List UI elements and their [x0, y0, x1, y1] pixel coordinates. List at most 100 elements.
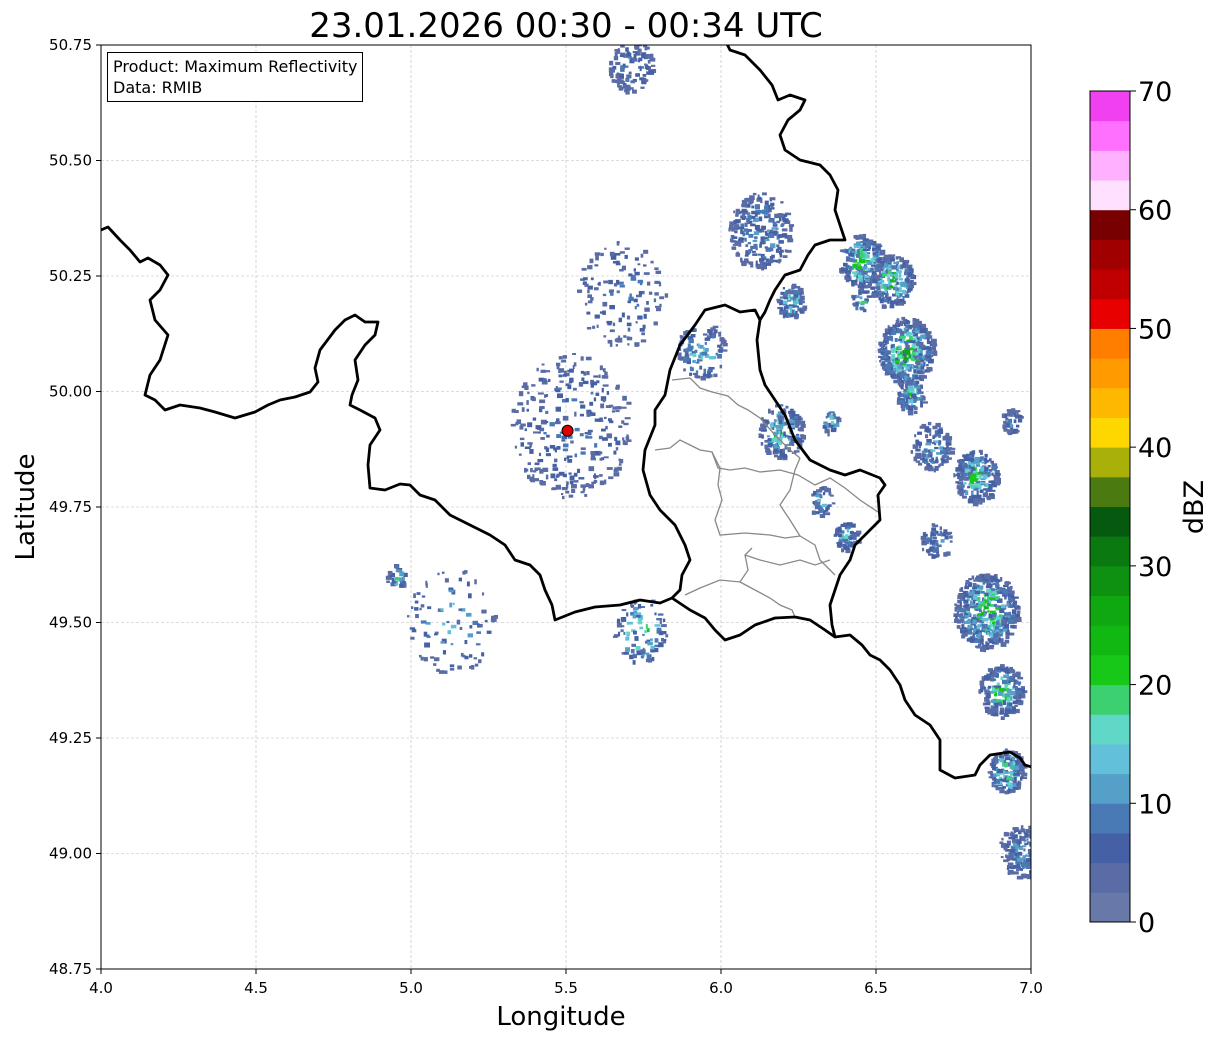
echo-pixel — [529, 443, 532, 448]
echo-pixel — [658, 642, 664, 648]
echo-pixel — [751, 215, 756, 219]
echo-pixel — [1008, 771, 1014, 774]
echo-pixel — [569, 368, 574, 373]
echo-pixel — [752, 239, 758, 243]
echo-pixel — [1006, 677, 1009, 683]
colorbar-tick-label: 10 — [1138, 789, 1172, 820]
echo-pixel — [717, 353, 722, 359]
echo-pixel — [1019, 835, 1022, 841]
echo-pixel — [699, 344, 704, 349]
echo-pixel — [602, 437, 608, 441]
echo-pixel — [901, 316, 906, 320]
echo-pixel — [832, 413, 836, 417]
echo-pixel — [879, 249, 886, 255]
echo-pixel — [915, 359, 920, 361]
echo-pixel — [911, 351, 917, 356]
echo-pixel — [589, 411, 592, 415]
echo-pixel — [1003, 771, 1009, 774]
echo-pixel — [979, 497, 982, 501]
echo-pixel — [634, 654, 637, 659]
echo-pixel — [414, 607, 419, 611]
echo-pixel — [869, 276, 873, 279]
echo-pixel — [615, 73, 619, 79]
echo-pixel — [900, 299, 905, 303]
echo-pixel — [1014, 779, 1017, 784]
echo-pixel — [537, 392, 544, 395]
echo-pixel — [1004, 617, 1009, 621]
echo-pixel — [1006, 777, 1011, 781]
echo-pixel — [977, 496, 981, 500]
echo-pixel — [524, 446, 530, 449]
echo-pixel — [922, 401, 928, 404]
echo-pixel — [863, 270, 868, 275]
echo-pixel — [931, 554, 936, 559]
echo-pixel — [971, 485, 975, 490]
echo-pixel — [799, 442, 803, 448]
echo-pixel — [981, 461, 985, 464]
echo-pixel — [841, 548, 845, 553]
echo-pixel — [1015, 859, 1019, 865]
echo-pixel — [896, 297, 899, 302]
echo-pixel — [1021, 774, 1024, 779]
echo-pixel — [1012, 786, 1018, 790]
echo-pixel — [895, 286, 898, 290]
echo-pixel — [825, 416, 828, 419]
echo-pixel — [964, 631, 968, 637]
echo-pixel — [580, 356, 584, 361]
echo-pixel — [886, 367, 891, 373]
echo-pixel — [880, 351, 885, 355]
echo-pixel — [905, 324, 909, 329]
echo-pixel — [1024, 832, 1029, 838]
echo-pixel — [1015, 699, 1022, 702]
echo-pixel — [949, 540, 953, 543]
echo-pixel — [581, 267, 587, 271]
echo-pixel — [753, 243, 758, 249]
echo-pixel — [639, 328, 645, 332]
echo-pixel — [942, 435, 948, 441]
echo-pixel — [1003, 847, 1008, 851]
echo-pixel — [928, 553, 934, 556]
echo-pixel — [732, 243, 739, 246]
echo-pixel — [1015, 760, 1021, 765]
echo-pixel — [656, 618, 663, 621]
echo-pixel — [887, 276, 890, 282]
echo-pixel — [632, 653, 636, 659]
echo-pixel — [643, 272, 650, 275]
echo-pixel — [992, 698, 997, 704]
echo-pixel — [956, 472, 961, 476]
echo-pixel — [998, 638, 1004, 644]
echo-pixel — [963, 599, 969, 604]
echo-pixel — [913, 348, 917, 353]
echo-pixel — [744, 198, 748, 203]
echo-pixel — [589, 258, 594, 264]
echo-pixel — [800, 424, 806, 428]
echo-pixel — [972, 599, 976, 604]
echo-pixel — [1002, 588, 1008, 594]
echo-pixel — [1017, 688, 1022, 691]
echo-pixel — [975, 480, 981, 484]
echo-pixel — [1005, 634, 1010, 639]
echo-pixel — [931, 527, 937, 532]
echo-pixel — [968, 629, 972, 634]
echo-pixel — [770, 243, 776, 249]
echo-pixel — [1000, 716, 1005, 720]
echo-pixel — [793, 450, 800, 453]
echo-pixel — [840, 267, 845, 272]
echo-pixel — [1013, 773, 1020, 776]
echo-pixel — [975, 639, 981, 643]
echo-pixel — [1007, 688, 1012, 692]
echo-pixel — [915, 448, 921, 452]
echo-pixel — [1010, 598, 1015, 603]
echo-pixel — [801, 307, 807, 312]
echo-pixel — [895, 257, 899, 260]
echo-pixel — [524, 385, 529, 390]
echo-pixel — [1010, 864, 1016, 870]
echo-pixel — [580, 447, 586, 450]
echo-pixel — [427, 606, 432, 610]
echo-pixel — [1010, 845, 1017, 851]
echo-pixel — [997, 769, 1003, 773]
echo-pixel — [921, 540, 927, 546]
echo-pixel — [694, 349, 698, 353]
echo-pixel — [450, 643, 454, 646]
echo-pixel — [904, 342, 909, 345]
